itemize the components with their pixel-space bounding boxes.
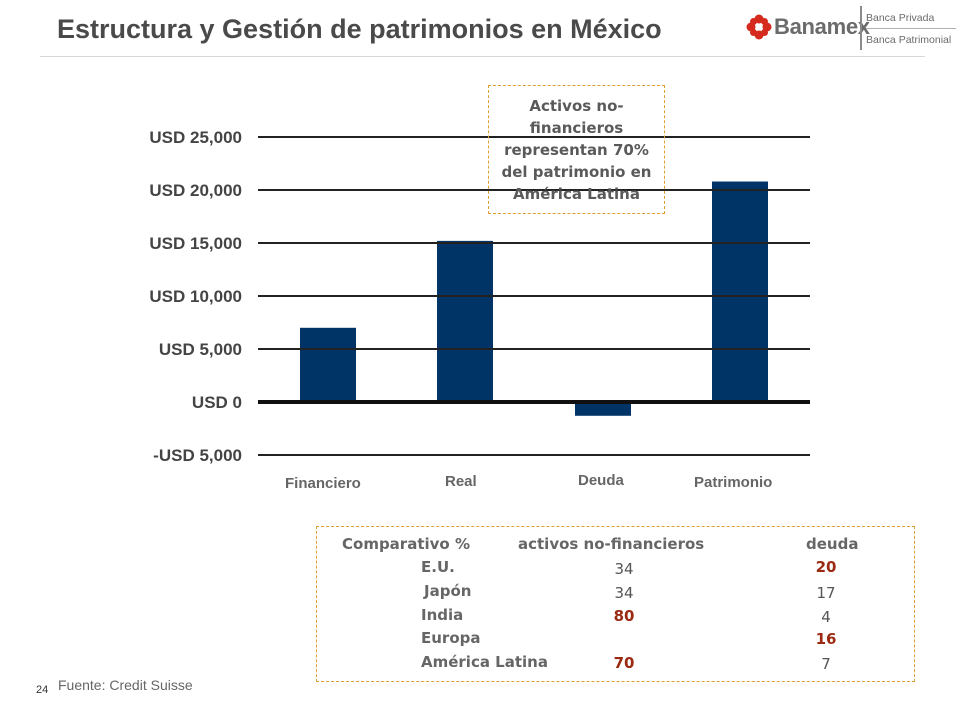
table-header-deuda: deuda xyxy=(806,535,859,553)
table-cell-deuda: 7 xyxy=(821,655,831,673)
y-tick-label: USD 15,000 xyxy=(149,234,242,253)
table-cell-deuda: 17 xyxy=(816,584,836,602)
logo-banca-privada: Banca Privada xyxy=(866,12,935,24)
table-cell-activos: 34 xyxy=(614,560,634,578)
banamex-logo: Banamex Banca Privada Banca Patrimonial xyxy=(746,6,958,54)
category-label-deuda: Deuda xyxy=(578,472,624,489)
bar-financiero xyxy=(300,327,356,402)
table-cell-deuda: 16 xyxy=(815,630,837,648)
logo-separator xyxy=(866,28,956,29)
logo-banca-patrimonial: Banca Patrimonial xyxy=(866,34,952,46)
table-cell-activos: 70 xyxy=(613,654,635,672)
table-cell-activos: 34 xyxy=(614,584,634,602)
logo-name: Banamex xyxy=(774,14,870,39)
bar-real xyxy=(437,240,493,402)
table-cell-activos: 80 xyxy=(613,607,635,625)
category-label-patrimonio: Patrimonio xyxy=(694,474,773,491)
category-label-real: Real xyxy=(445,473,477,490)
bar-patrimonio xyxy=(712,181,768,402)
table-header-activos: activos no-financieros xyxy=(518,535,705,553)
callout-text: Activos no-financieros representan 70% d… xyxy=(501,96,652,203)
y-tick-label: USD 20,000 xyxy=(149,181,242,200)
page-number: 24 xyxy=(36,684,49,696)
table-row-country: India xyxy=(421,606,464,624)
table-row-country: E.U. xyxy=(421,558,455,576)
category-label-financiero: Financiero xyxy=(285,475,361,492)
page-title: Estructura y Gestión de patrimonios en M… xyxy=(57,14,662,44)
table-cell-deuda: 4 xyxy=(821,608,831,626)
table-header-comparativo: Comparativo % xyxy=(342,535,470,553)
table-row-country: América Latina xyxy=(421,653,548,671)
y-tick-label: -USD 5,000 xyxy=(153,446,242,465)
bar-deuda xyxy=(575,402,631,416)
callout-box: Activos no-financieros representan 70% d… xyxy=(488,85,665,214)
y-tick-label: USD 25,000 xyxy=(149,128,242,147)
y-tick-label: USD 0 xyxy=(192,393,242,412)
comparison-table: Comparativo % activos no-financieros deu… xyxy=(316,526,915,682)
logo-divider xyxy=(860,6,862,50)
source-note: Fuente: Credit Suisse xyxy=(58,677,193,693)
table-cell-deuda: 20 xyxy=(815,558,837,576)
table-row-country: Japón xyxy=(424,582,472,600)
title-divider xyxy=(40,56,925,57)
y-tick-label: USD 5,000 xyxy=(159,340,242,359)
table-row-country: Europa xyxy=(421,629,481,647)
banamex-flower-icon xyxy=(746,14,772,40)
y-tick-label: USD 10,000 xyxy=(149,287,242,306)
